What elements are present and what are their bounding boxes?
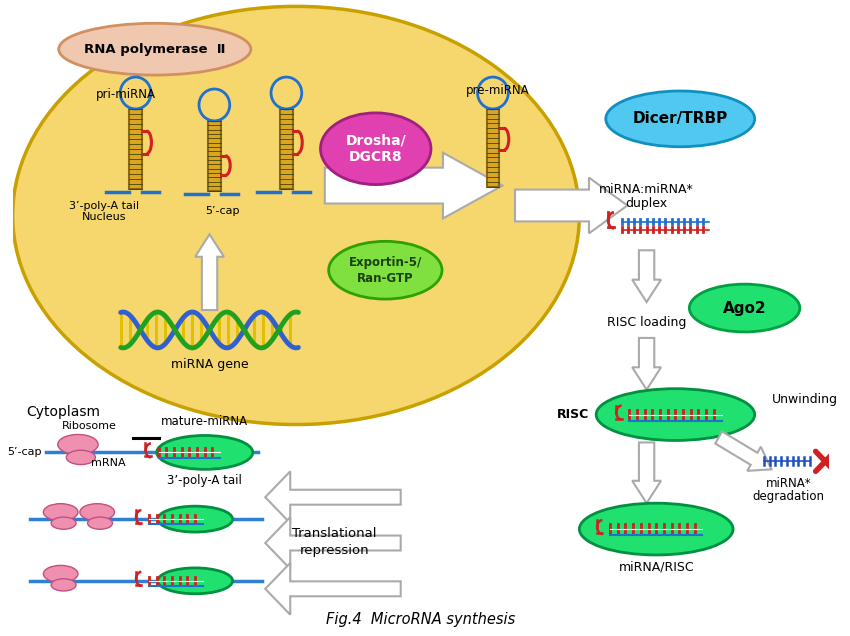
Ellipse shape [158, 506, 233, 532]
Text: miRNA:miRNA*: miRNA:miRNA* [599, 183, 694, 196]
Ellipse shape [689, 284, 800, 332]
Text: miRNA*: miRNA* [766, 477, 812, 490]
Text: 3’-poly-A tail: 3’-poly-A tail [69, 200, 139, 211]
Text: RNA polymerase  Ⅱ: RNA polymerase Ⅱ [84, 43, 225, 56]
Ellipse shape [596, 389, 755, 441]
Circle shape [478, 77, 508, 109]
Circle shape [271, 77, 302, 109]
Text: miRNA/RISC: miRNA/RISC [619, 561, 694, 574]
Polygon shape [196, 235, 224, 310]
Circle shape [199, 89, 230, 121]
Bar [280, 109, 292, 188]
Ellipse shape [80, 504, 115, 521]
Bar [129, 109, 142, 188]
Ellipse shape [51, 517, 76, 529]
Ellipse shape [59, 24, 251, 75]
Polygon shape [515, 177, 627, 233]
Ellipse shape [320, 113, 431, 184]
Polygon shape [632, 251, 661, 302]
Text: pri-miRNA: pri-miRNA [96, 88, 156, 101]
Text: Dicer/TRBP: Dicer/TRBP [632, 111, 728, 127]
Text: pre-miRNA: pre-miRNA [466, 84, 530, 97]
Ellipse shape [43, 565, 78, 583]
Ellipse shape [43, 504, 78, 521]
Text: Cytoplasm: Cytoplasm [26, 404, 100, 418]
Text: Drosha/
DGCR8: Drosha/ DGCR8 [345, 133, 406, 164]
Bar [208, 121, 221, 191]
Text: 3’-poly-A tail: 3’-poly-A tail [167, 474, 242, 487]
Ellipse shape [606, 91, 755, 147]
Ellipse shape [156, 436, 252, 469]
Circle shape [120, 77, 151, 109]
Ellipse shape [13, 6, 580, 425]
Polygon shape [715, 431, 772, 471]
Ellipse shape [66, 450, 95, 464]
Text: Ago2: Ago2 [722, 301, 767, 315]
Ellipse shape [58, 434, 98, 454]
Polygon shape [265, 517, 400, 569]
Polygon shape [265, 471, 400, 523]
Ellipse shape [158, 568, 233, 594]
Text: mRNA: mRNA [92, 459, 126, 468]
Text: Exportin-5/
Ran-GTP: Exportin-5/ Ran-GTP [348, 256, 422, 285]
Text: Nucleus: Nucleus [82, 212, 126, 223]
Ellipse shape [88, 517, 112, 529]
Ellipse shape [580, 503, 733, 555]
Text: Translational
repression: Translational repression [292, 527, 377, 557]
Text: Ribosome: Ribosome [62, 420, 117, 431]
Text: Fig.4  MicroRNA synthesis: Fig.4 MicroRNA synthesis [326, 612, 515, 626]
Polygon shape [632, 338, 661, 390]
Text: duplex: duplex [626, 197, 667, 209]
Text: Unwinding: Unwinding [772, 393, 837, 406]
Text: degradation: degradation [753, 490, 824, 503]
Text: mature-miRNA: mature-miRNA [162, 415, 248, 427]
Text: RISC: RISC [557, 408, 589, 421]
Polygon shape [325, 153, 502, 218]
Ellipse shape [329, 241, 442, 299]
Polygon shape [265, 563, 400, 615]
Bar [487, 109, 499, 186]
Text: miRNA gene: miRNA gene [171, 358, 248, 371]
Text: 5’-cap: 5’-cap [7, 447, 42, 457]
Polygon shape [632, 443, 661, 503]
Text: RISC loading: RISC loading [607, 316, 686, 329]
Text: 5’-cap: 5’-cap [205, 207, 240, 216]
Ellipse shape [51, 579, 76, 591]
